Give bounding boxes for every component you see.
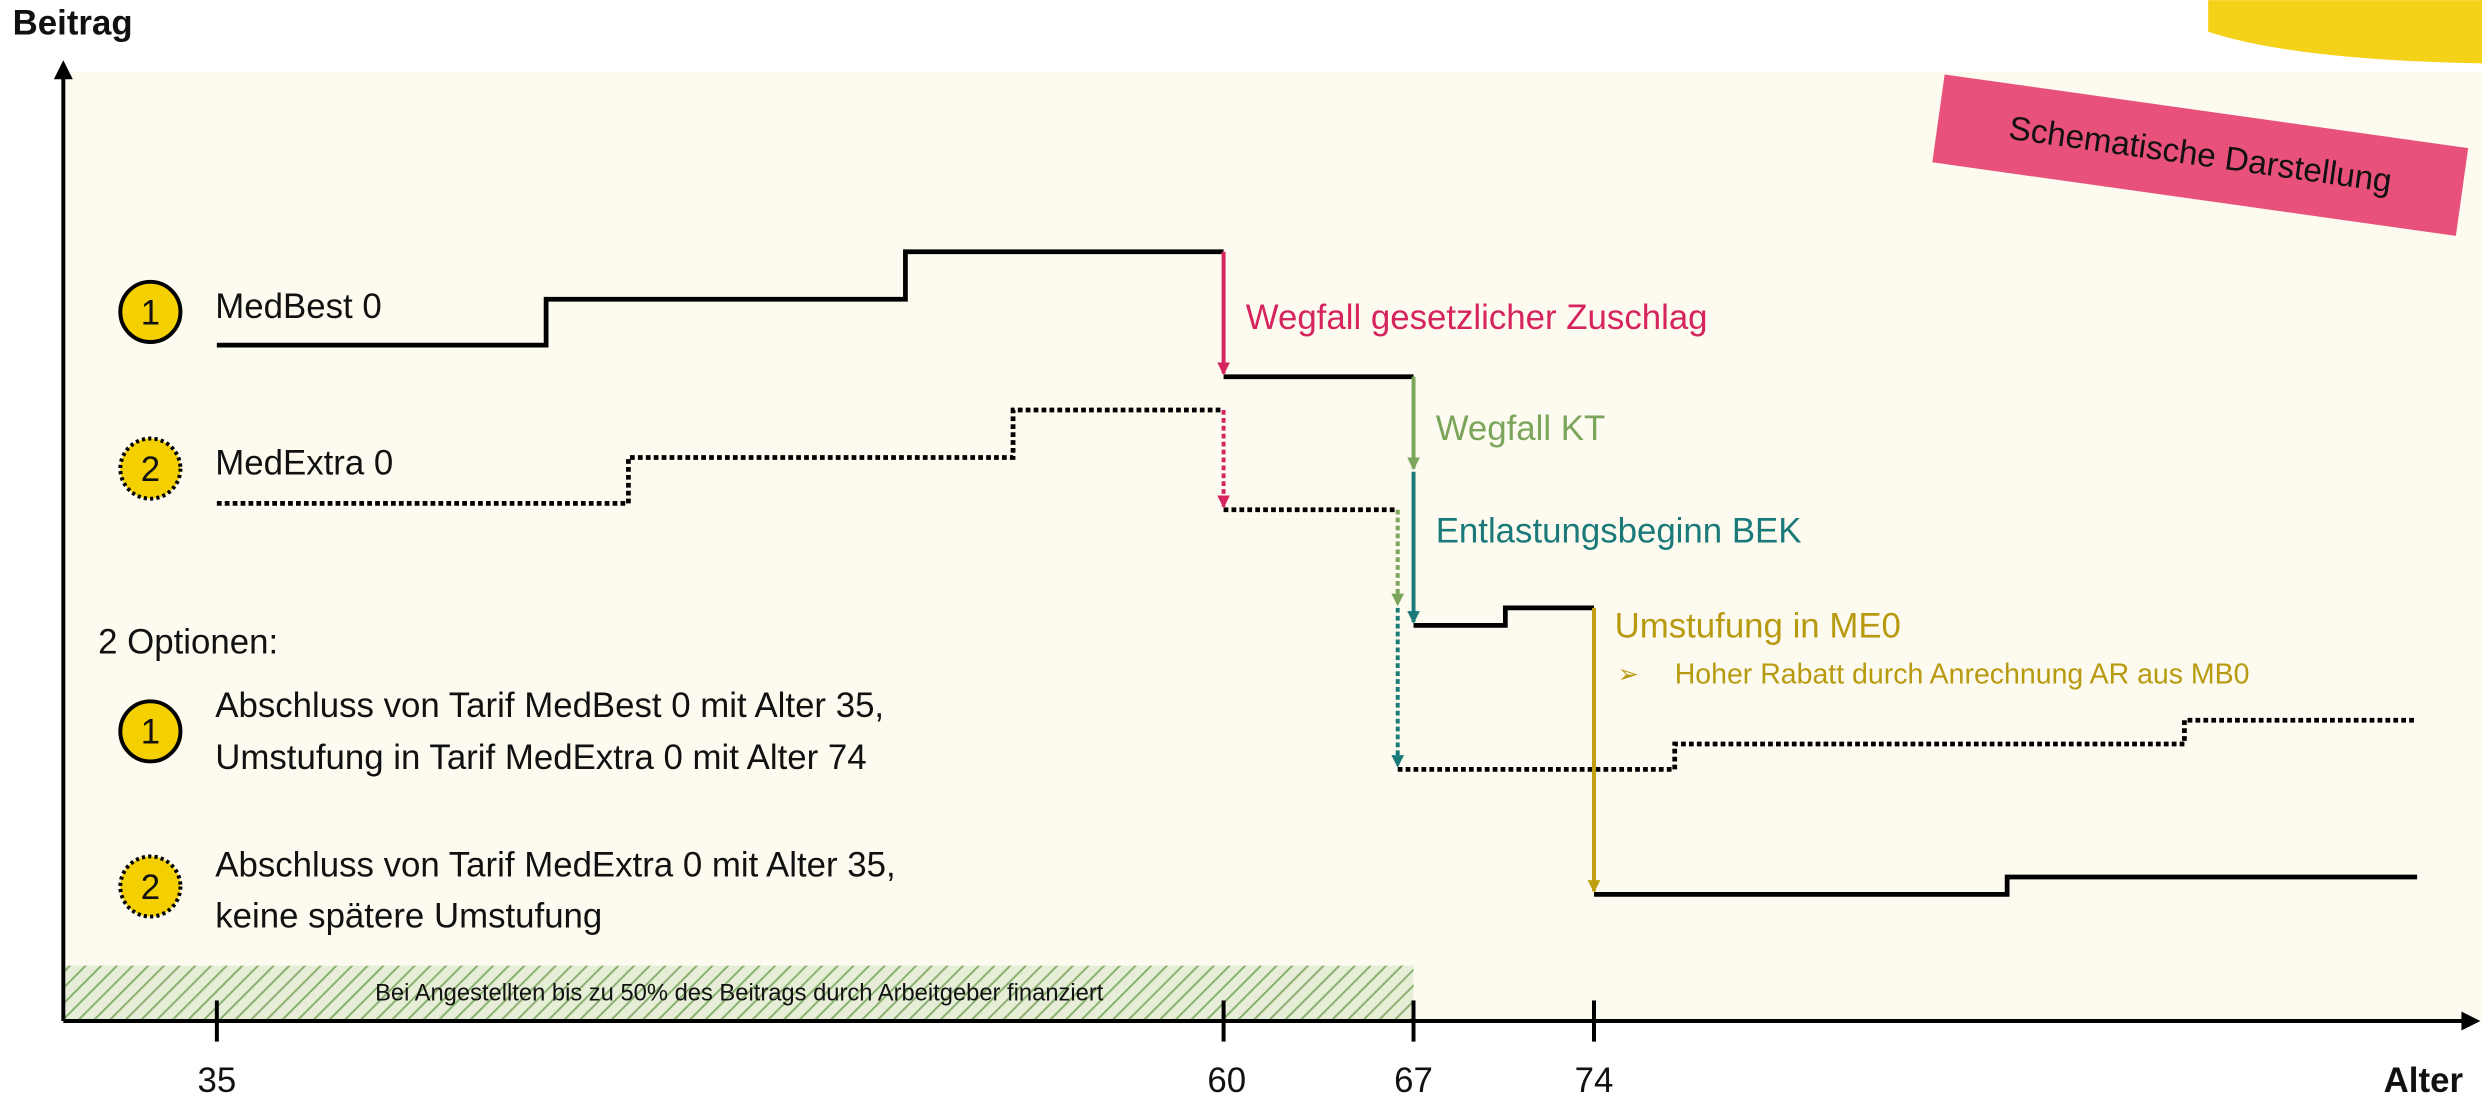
option-text: Abschluss von Tarif MedBest 0 mit Alter …: [215, 686, 884, 725]
medextra-line: [216, 407, 2418, 772]
plot-background: [63, 71, 2482, 1022]
x-axis-label: Alter: [2384, 1061, 2464, 1100]
line-segment: [1593, 874, 2418, 897]
annotation: Wegfall KT: [1436, 409, 1606, 448]
line-segment: [216, 407, 1224, 506]
line-segment: [1397, 717, 2418, 772]
axes: [53, 60, 2481, 1042]
option-text: Abschluss von Tarif MedExtra 0 mit Alter…: [215, 846, 895, 885]
line-segment: [216, 249, 1224, 348]
annotation: Umstufung in ME0: [1615, 607, 1901, 646]
option-marker: [118, 854, 183, 919]
bullet-symbol: ➢: [1618, 661, 1639, 689]
x-tick-label: 60: [1207, 1061, 1246, 1100]
legend-marker-text: 2: [141, 450, 160, 489]
option-marker-text: 1: [141, 713, 160, 752]
footer-band-text: Bei Angestellten bis zu 50% des Beitrags…: [375, 980, 1104, 1006]
options-title: 2 Optionen:: [98, 623, 278, 662]
x-tick-label: 74: [1575, 1061, 1614, 1100]
option-text: Umstufung in Tarif MedExtra 0 mit Alter …: [215, 738, 866, 777]
option-marker-text: 2: [141, 868, 160, 907]
footer-band: [63, 965, 1414, 1022]
option-marker: [118, 699, 183, 764]
legend-marker: [118, 279, 183, 344]
medbest-line: [216, 249, 2418, 897]
annotation: Hoher Rabatt durch Anrechnung AR aus MB0: [1675, 658, 2250, 690]
annotation: Wegfall gesetzlicher Zuschlag: [1246, 298, 1708, 337]
legend-label: MedExtra 0: [215, 444, 393, 483]
legend-marker: [118, 436, 183, 501]
y-axis-arrow: [53, 60, 73, 80]
badge-box: [1932, 74, 2469, 236]
line-segment: [1413, 605, 1594, 628]
legend-label: MedBest 0: [215, 287, 381, 326]
option-text: keine spätere Umstufung: [215, 896, 602, 935]
x-tick-label: 35: [197, 1061, 236, 1100]
x-axis-arrow: [2461, 1011, 2481, 1031]
corner-decoration: [2208, 0, 2482, 64]
annotation: Entlastungsbeginn BEK: [1436, 512, 1802, 551]
y-axis-label: Beitrag: [13, 4, 133, 43]
x-tick-label: 67: [1394, 1061, 1433, 1100]
legend-marker-text: 1: [141, 293, 160, 332]
